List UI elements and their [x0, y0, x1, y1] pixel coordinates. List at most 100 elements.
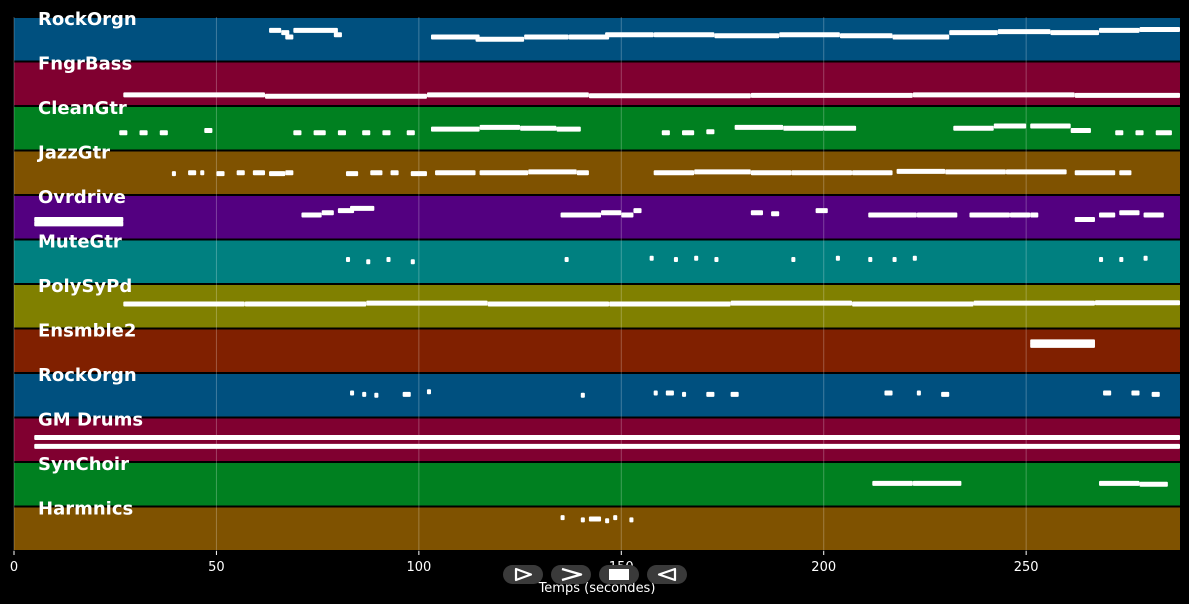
note-mark: [588, 93, 751, 99]
note-mark: [892, 34, 950, 40]
note-mark: [171, 171, 176, 177]
note-mark: [682, 391, 687, 397]
fast-forward-button[interactable]: [551, 565, 591, 584]
note-mark: [1030, 123, 1071, 129]
note-mark: [916, 390, 921, 396]
stop-button[interactable]: [599, 565, 639, 584]
note-mark: [123, 92, 266, 98]
note-mark: [1135, 130, 1144, 136]
track-name: RockOrgn: [38, 9, 137, 30]
note-mark: [1143, 212, 1164, 218]
fast-forward-icon: [561, 567, 583, 582]
note-mark: [410, 171, 427, 177]
note-mark: [426, 92, 589, 98]
note-mark: [236, 170, 245, 176]
note-mark: [204, 127, 213, 133]
note-mark: [953, 125, 994, 131]
note-mark: [1074, 170, 1116, 176]
note-mark: [528, 169, 577, 175]
note-mark: [1099, 257, 1104, 263]
note-mark: [653, 390, 658, 396]
note-mark: [605, 518, 610, 524]
rewind-button[interactable]: [647, 565, 687, 584]
track-name: Ovrdrive: [38, 187, 126, 208]
note-mark: [730, 391, 739, 397]
note-mark: [629, 517, 634, 523]
note-mark: [285, 170, 294, 176]
note-mark: [119, 130, 128, 136]
note-mark: [362, 130, 371, 136]
note-mark: [706, 129, 715, 135]
note-mark: [1074, 216, 1095, 222]
note-mark: [1099, 27, 1140, 33]
track-lane: [14, 240, 1180, 283]
note-mark: [949, 30, 998, 36]
note-mark: [524, 34, 569, 40]
note-mark: [34, 216, 124, 222]
x-tick-label: 200: [811, 560, 836, 575]
note-mark: [410, 259, 415, 265]
note-mark: [588, 516, 602, 522]
note-mark: [580, 392, 585, 398]
note-mark: [1155, 130, 1172, 136]
note-mark: [791, 170, 853, 176]
note-mark: [426, 389, 432, 395]
note-mark: [605, 32, 654, 38]
track-lane: [14, 463, 1180, 506]
x-tick-label: 0: [10, 560, 18, 575]
note-mark: [390, 170, 399, 176]
note-mark: [520, 125, 557, 131]
track-lane: [14, 507, 1180, 550]
track-lane: [14, 374, 1180, 417]
note-mark: [839, 33, 893, 39]
note-mark: [653, 170, 695, 176]
note-mark: [734, 124, 784, 130]
note-mark: [487, 301, 610, 307]
note-mark: [34, 221, 124, 227]
note-mark: [613, 515, 618, 521]
note-mark: [1151, 391, 1160, 397]
track-name: GM Drums: [38, 410, 143, 431]
note-mark: [653, 32, 715, 38]
note-mark: [159, 130, 168, 136]
note-marks: [34, 26, 1181, 524]
note-mark: [350, 205, 375, 211]
note-mark: [572, 34, 610, 40]
track-name: JazzGtr: [36, 143, 110, 164]
track-name: PolySyPd: [38, 276, 132, 297]
note-mark: [406, 130, 415, 136]
note-mark: [912, 480, 962, 486]
note-mark: [269, 27, 282, 33]
note-mark: [884, 390, 893, 396]
note-mark: [649, 255, 654, 261]
track-name: Ensmble2: [38, 321, 136, 342]
note-mark: [1070, 127, 1091, 133]
note-mark: [673, 257, 678, 263]
note-mark: [896, 168, 946, 174]
note-mark: [1030, 212, 1039, 218]
note-mark: [350, 390, 355, 396]
note-mark: [366, 300, 488, 306]
note-mark: [945, 169, 1006, 175]
note-mark: [714, 33, 780, 39]
track-name: RockOrgn: [38, 365, 137, 386]
track-names: RockOrgn FngrBass CleanGtr JazzGtr Ovrdrive M…: [36, 9, 143, 520]
x-axis-label: Temps (secondes): [538, 581, 656, 596]
note-mark: [564, 257, 569, 263]
note-mark: [560, 515, 565, 521]
track-name: SynChoir: [38, 454, 129, 475]
note-mark: [475, 36, 525, 42]
note-mark: [1131, 390, 1140, 396]
play-button[interactable]: [503, 565, 543, 584]
note-mark: [771, 211, 780, 217]
note-mark: [285, 34, 294, 40]
note-mark: [386, 257, 391, 263]
note-mark: [252, 170, 266, 176]
note-mark: [337, 130, 346, 136]
note-mark: [1094, 300, 1180, 306]
note-mark: [852, 301, 974, 307]
note-mark: [941, 391, 950, 397]
stop-icon: [609, 569, 629, 580]
note-mark: [580, 517, 585, 523]
